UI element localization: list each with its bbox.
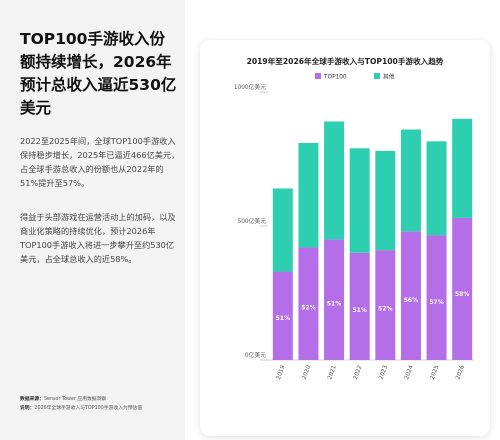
x-tick-label-2022: 2022 bbox=[353, 364, 364, 380]
x-tick-label-2025: 2025 bbox=[430, 364, 441, 380]
x-tick-label-2021: 2021 bbox=[327, 364, 338, 380]
bar-top100-2020 bbox=[298, 247, 319, 360]
legend-label-2: 其他 bbox=[383, 73, 395, 81]
share-label-2023: 52% bbox=[378, 306, 392, 313]
headline: TOP100手游收入份额持续增长，2026年预计总收入逼近530亿美元 bbox=[20, 30, 177, 117]
share-label-2025: 57% bbox=[429, 299, 443, 306]
source-block: 数据来源：Sensor Tower 应用数据洞察 说明：2026年全球手游收入与… bbox=[20, 395, 185, 413]
x-tick-label-2019: 2019 bbox=[276, 364, 287, 380]
y-tick-label-3: 1000亿美元 bbox=[234, 83, 266, 91]
bar-top100-2019 bbox=[272, 271, 293, 360]
left-panel: TOP100手游收入份额持续增长，2026年预计总收入逼近530亿美元 2022… bbox=[0, 0, 185, 440]
bar-top100-2021 bbox=[324, 239, 345, 360]
x-tick-label-2026: 2026 bbox=[455, 364, 466, 380]
bar-other-2026 bbox=[452, 118, 473, 218]
share-label-2019: 51% bbox=[276, 315, 290, 322]
y-tick-label-2: 500亿美元 bbox=[238, 217, 267, 225]
legend-swatch-1 bbox=[315, 73, 321, 79]
bar-other-2019 bbox=[272, 188, 293, 272]
y-tick-label-1: 0亿美元 bbox=[245, 351, 266, 359]
share-label-2020: 52% bbox=[301, 304, 315, 311]
bar-top100-2024 bbox=[400, 231, 421, 360]
x-axis-labels: 2019 2020 2021 2022 2023 2024 2025 2026 bbox=[276, 364, 466, 380]
x-tick-label-2020: 2020 bbox=[302, 364, 313, 380]
share-label-2026: 58% bbox=[455, 291, 469, 298]
bar-series: 51% 52% 51% 51% 52% 56% 57% 58% bbox=[272, 118, 473, 360]
bar-other-2025 bbox=[426, 141, 447, 236]
bar-other-2020 bbox=[298, 142, 319, 248]
revenue-chart: 2019年至2026年全球手游收入与TOP100手游收入趋势 TOP100 其他 … bbox=[234, 56, 475, 381]
note-label: 说明： bbox=[20, 406, 35, 411]
bar-other-2023 bbox=[375, 150, 396, 251]
bar-top100-2026 bbox=[452, 217, 473, 360]
share-label-2022: 51% bbox=[353, 307, 367, 314]
bar-other-2021 bbox=[324, 121, 345, 240]
chart-title: 2019年至2026年全球手游收入与TOP100手游收入趋势 bbox=[247, 56, 444, 66]
note-text: 2026年全球手游收入与TOP100手游收入为预估值 bbox=[34, 406, 143, 411]
note-line: 说明：2026年全球手游收入与TOP100手游收入为预估值 bbox=[20, 404, 185, 413]
chart-legend: TOP100 其他 bbox=[315, 73, 395, 81]
bar-other-2024 bbox=[400, 129, 421, 232]
bar-top100-2022 bbox=[349, 252, 370, 360]
summary-paragraph-1: 2022至2025年间，全球TOP100手游收入保持稳步增长，2025年已逼近4… bbox=[20, 136, 180, 188]
legend-swatch-2 bbox=[374, 73, 380, 79]
chart-card: 2019年至2026年全球手游收入与TOP100手游收入趋势 TOP100 其他 … bbox=[200, 40, 490, 436]
source-line: 数据来源：Sensor Tower 应用数据洞察 bbox=[20, 395, 185, 404]
source-label: 数据来源： bbox=[20, 397, 44, 402]
share-label-2024: 56% bbox=[404, 297, 418, 304]
summary-paragraph-2: 得益于头部游戏在运营活动上的加码，以及商业化策略的持续优化，预计2026年TOP… bbox=[20, 212, 176, 264]
bar-other-2022 bbox=[349, 148, 370, 253]
legend-label-1: TOP100 bbox=[323, 75, 347, 81]
source-text: Sensor Tower 应用数据洞察 bbox=[44, 397, 107, 402]
share-label-2021: 51% bbox=[327, 301, 341, 308]
bar-top100-2023 bbox=[375, 250, 396, 360]
x-tick-label-2024: 2024 bbox=[404, 364, 415, 380]
x-tick-label-2023: 2023 bbox=[379, 364, 390, 380]
bar-top100-2025 bbox=[426, 235, 447, 360]
